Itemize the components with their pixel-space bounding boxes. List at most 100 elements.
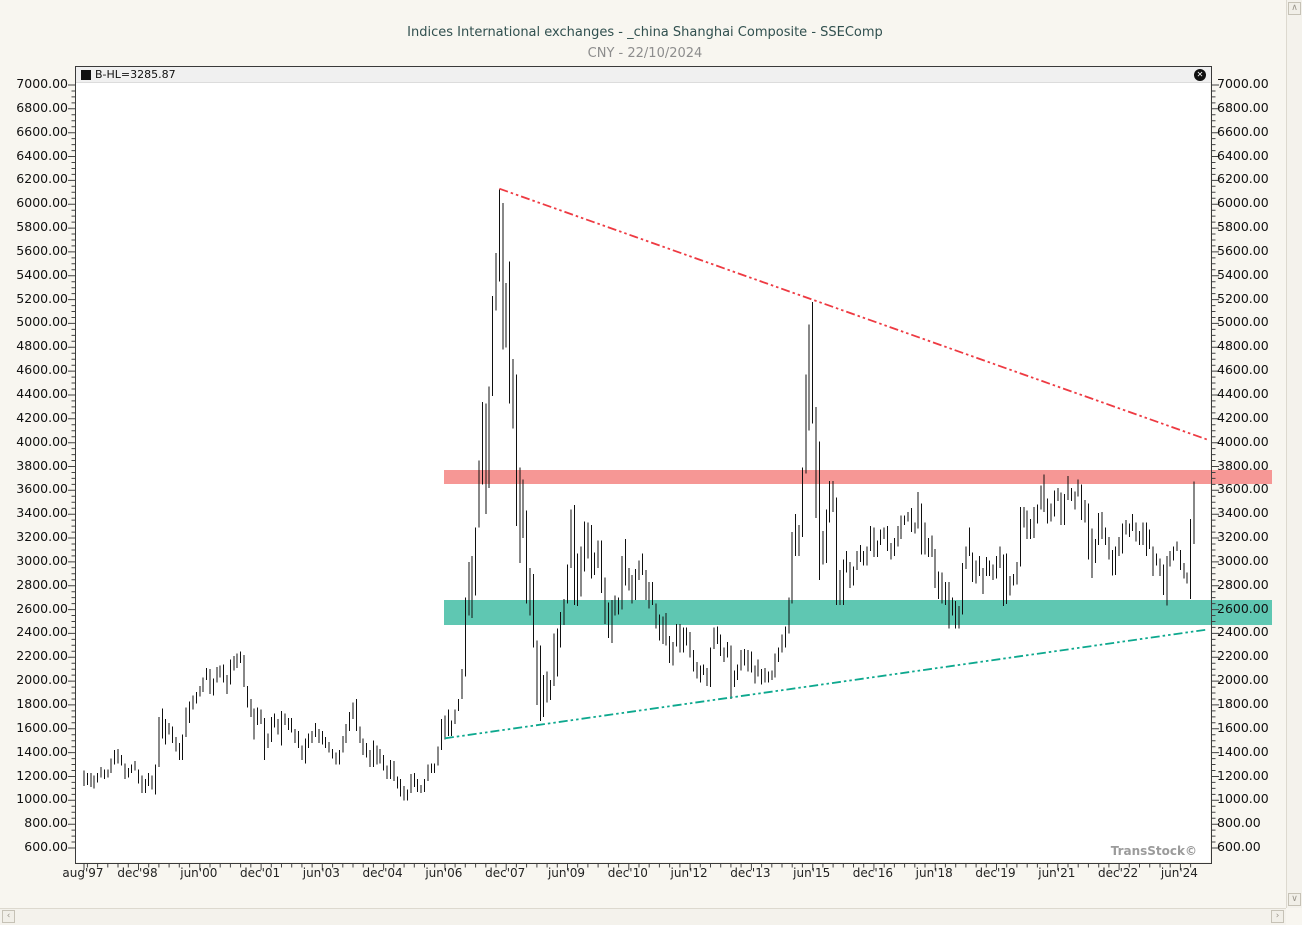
y-axis-labels-right: 7000.00 6800.00 6600.00 6400.00 6200.00 6000.… [1217,66,1287,862]
y-axis-label-right: 4800.00 [1217,338,1269,354]
y-axis-label-left: 3600.00 [16,481,68,497]
scroll-left-icon[interactable]: ‹ [2,910,15,923]
x-axis-label: aug'97 [62,866,104,880]
y-axis-label-right: 800.00 [1217,815,1261,831]
scroll-down-icon[interactable]: ∨ [1288,893,1301,906]
resistance-zone [443,469,1272,484]
x-axis-label: jun'09 [547,866,586,880]
chart-plot-area[interactable]: B-HL=3285.87 ✕ TransStock© [68,66,1219,870]
chart-title: Indices International exchanges - _china… [407,25,883,40]
y-axis-label-left: 1600.00 [16,719,68,735]
descending-resistance-trendline[interactable] [499,187,1208,441]
y-axis-labels-left: 7000.00 6800.00 6600.00 6400.00 6200.00 6000.… [2,66,68,862]
y-axis-label-right: 2200.00 [1217,648,1269,664]
y-axis-label-left: 2000.00 [16,672,68,688]
ascending-support-trendline[interactable] [444,628,1208,740]
y-axis-label-right: 6200.00 [1217,171,1269,187]
y-axis-label-right: 6400.00 [1217,147,1269,163]
title-block: Indices International exchanges - _china… [0,0,1290,61]
y-axis-label-right: 3000.00 [1217,552,1269,568]
y-axis-label-left: 2400.00 [16,624,68,640]
y-axis-label-right: 5400.00 [1217,266,1269,282]
y-axis-label-right: 2800.00 [1217,576,1269,592]
y-axis-label-left: 3200.00 [16,529,68,544]
y-axis-label-right: 2000.00 [1217,672,1269,688]
y-axis-label-left: 4800.00 [16,338,68,354]
y-axis-label-left: 5200.00 [16,290,68,306]
y-axis-label-right: 1000.00 [1217,791,1269,807]
x-axis-label: dec'10 [607,866,648,880]
y-axis-label-left: 7000.00 [16,76,68,91]
y-axis-label-left: 1400.00 [16,743,68,759]
y-axis-label-right: 5800.00 [1217,219,1269,235]
y-axis-label-right: 4400.00 [1217,386,1269,401]
x-axis-label: dec'16 [852,866,893,880]
x-axis-label: dec'13 [730,866,771,880]
y-axis-label-right: 6600.00 [1217,123,1269,139]
y-axis-label-right: 7000.00 [1217,76,1269,91]
y-axis-label-left: 800.00 [24,815,68,831]
close-icon[interactable]: ✕ [1194,68,1206,81]
series-swatch-icon [81,69,91,80]
y-axis-label-left: 1800.00 [16,695,68,711]
y-axis-label-left: 3000.00 [16,552,68,568]
y-axis-label-right: 1400.00 [1217,743,1269,759]
y-axis-label-left: 4000.00 [16,433,68,449]
y-axis-label-right: 6800.00 [1217,99,1269,115]
x-axis-label: jun'15 [793,866,831,880]
y-axis-label-left: 6400.00 [16,147,68,163]
x-axis-label: jun'24 [1160,866,1198,880]
y-axis-label-right: 4000.00 [1217,433,1269,449]
y-axis-label-left: 5400.00 [16,266,68,282]
y-axis-label-left: 2600.00 [16,600,68,616]
indicator-value-label: B-HL=3285.87 [95,68,176,81]
y-axis-label-right: 2600.00 [1217,600,1269,616]
y-axis-label-left: 6000.00 [16,195,68,211]
y-axis-label-left: 2800.00 [16,576,68,592]
x-axis-label: dec'04 [362,866,403,880]
x-axis-label: dec'01 [240,866,281,880]
y-axis-label-left: 3400.00 [16,505,68,521]
y-axis-label-left: 4600.00 [16,362,68,378]
y-axis-label-left: 5600.00 [16,242,68,258]
y-axis-label-right: 4200.00 [1217,409,1269,425]
y-axis-label-left: 6600.00 [16,123,68,139]
y-axis-label-left: 5800.00 [16,219,68,235]
x-axis-label: dec'22 [1098,866,1139,880]
y-axis-label-right: 600.00 [1217,839,1261,854]
scroll-up-icon[interactable]: ∧ [1288,2,1301,15]
x-axis-label: jun'00 [180,866,218,880]
y-axis-label-right: 2400.00 [1217,624,1269,640]
scroll-right-icon[interactable]: › [1271,910,1284,923]
price-hl-bars [83,189,1195,801]
y-axis-label-right: 6000.00 [1217,195,1269,211]
y-axis-label-right: 5200.00 [1217,290,1269,306]
y-axis-label-right: 4600.00 [1217,362,1269,378]
vertical-scrollbar[interactable]: ∧ ∨ [1286,0,1302,908]
y-axis-label-left: 3800.00 [16,457,68,473]
x-axis-label: jun'18 [915,866,953,880]
transstock-watermark: TransStock© [1110,844,1197,858]
chart-canvas [68,84,1219,870]
y-axis-label-right: 3200.00 [1217,529,1269,544]
y-axis-label-left: 600.00 [24,839,68,854]
x-axis-label: jun'12 [670,866,708,880]
y-axis-label-right: 1800.00 [1217,695,1269,711]
x-axis-label: dec'19 [975,866,1016,880]
x-axis-label: jun'21 [1038,866,1076,880]
y-axis-label-left: 4400.00 [16,386,68,401]
x-axis-label: jun'06 [425,866,463,880]
y-axis-label-right: 1600.00 [1217,719,1269,735]
indicator-info-bar: B-HL=3285.87 ✕ [76,67,1211,83]
y-axis-label-left: 6800.00 [16,99,68,115]
y-axis-label-right: 1200.00 [1217,767,1269,783]
y-axis-label-right: 5600.00 [1217,242,1269,258]
axis-ticks [68,84,1219,870]
x-axis-label: jun'03 [302,866,340,880]
y-axis-label-right: 3800.00 [1217,457,1269,473]
y-axis-label-left: 4200.00 [16,409,68,425]
y-axis-label-left: 5000.00 [16,314,68,330]
chart-subtitle: CNY - 22/10/2024 [587,46,703,61]
horizontal-scrollbar[interactable]: ‹ › [0,908,1286,925]
